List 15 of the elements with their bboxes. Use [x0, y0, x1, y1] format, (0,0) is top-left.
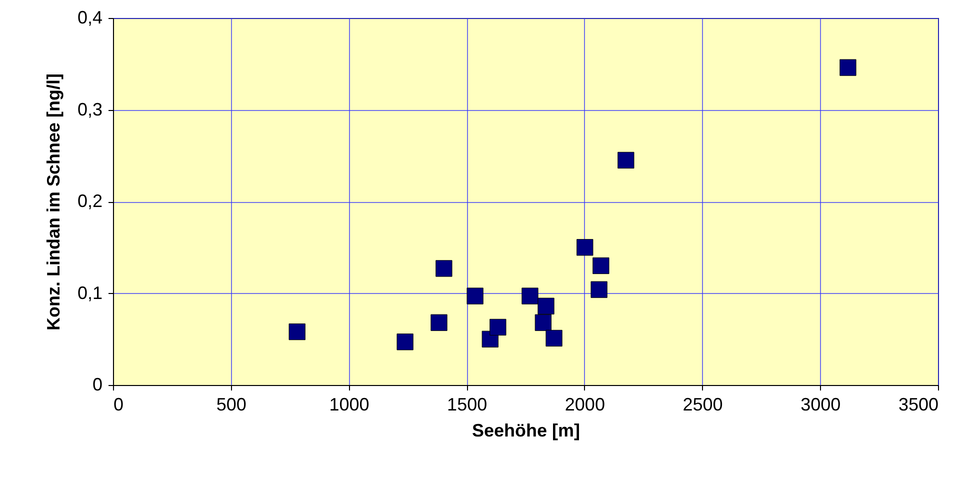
y-axis-title: Konz. Lindan im Schnee [ng/l] [43, 73, 64, 331]
x-tick-label: 500 [216, 394, 246, 414]
y-tick-label: 0,1 [77, 282, 102, 303]
x-tick-label: 3500 [898, 394, 938, 414]
x-tick-label: 0 [114, 394, 124, 414]
y-tick-label: 0,2 [77, 191, 102, 211]
x-tick-label: 1000 [329, 394, 370, 414]
x-tick-label: 2000 [564, 394, 605, 414]
y-tick-label: 0 [92, 374, 102, 394]
x-tick-label: 3000 [800, 394, 841, 414]
x-tick-label: 1500 [447, 394, 488, 414]
x-tick-label: 2500 [682, 394, 723, 414]
x-axis-title: Seehöhe [m] [472, 420, 580, 440]
y-tick-label: 0,3 [77, 99, 102, 120]
y-tick-label: 0,4 [77, 8, 102, 28]
